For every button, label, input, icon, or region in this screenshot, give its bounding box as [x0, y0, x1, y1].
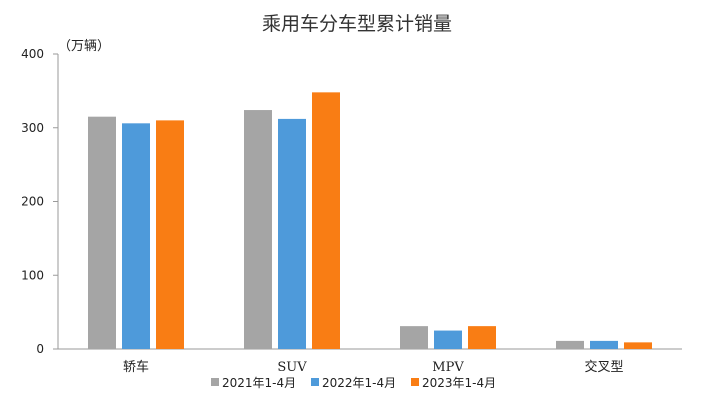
bar-3-4 — [624, 342, 652, 349]
x-category-label: 交叉型 — [584, 359, 623, 375]
legend-label: 2022年1-4月 — [322, 376, 396, 390]
bar-3-2 — [312, 92, 340, 349]
bar-3-1 — [156, 120, 184, 349]
bar-2-1 — [122, 123, 150, 349]
bar-3-3 — [468, 326, 496, 349]
y-tick-label: 0 — [36, 342, 44, 356]
bar-1-3 — [400, 326, 428, 349]
chart-title: 乘用车分车型累计销量 — [262, 13, 452, 35]
y-tick-label: 100 — [21, 268, 44, 282]
bars-group — [88, 92, 652, 350]
legend: 2021年1-4月 2022年1-4月 2023年1-4月 — [211, 376, 496, 390]
bar-1-1 — [88, 116, 116, 349]
legend-swatch — [311, 378, 319, 386]
bar-2-3 — [434, 330, 462, 349]
y-tick-label: 200 — [21, 195, 44, 209]
bar-1-4 — [556, 340, 584, 349]
y-tick-label: 300 — [21, 121, 44, 135]
legend-label: 2021年1-4月 — [222, 376, 296, 390]
x-category-label: MPV — [432, 360, 464, 375]
legend-swatch — [211, 378, 219, 386]
legend-label: 2023年1-4月 — [422, 376, 496, 390]
x-category-label: SUV — [277, 360, 307, 375]
legend-swatch — [411, 378, 419, 386]
y-axis-ticks: 0 100 200 300 400 — [21, 47, 58, 356]
x-category-label: 轿车 — [123, 359, 149, 375]
y-axis-unit-label: （万辆） — [58, 39, 110, 54]
y-tick-label: 400 — [21, 47, 44, 61]
bar-2-2 — [278, 118, 306, 350]
bar-1-2 — [244, 110, 272, 349]
category-labels: 轿车 SUV MPV 交叉型 — [123, 359, 624, 375]
bar-2-4 — [590, 340, 618, 349]
